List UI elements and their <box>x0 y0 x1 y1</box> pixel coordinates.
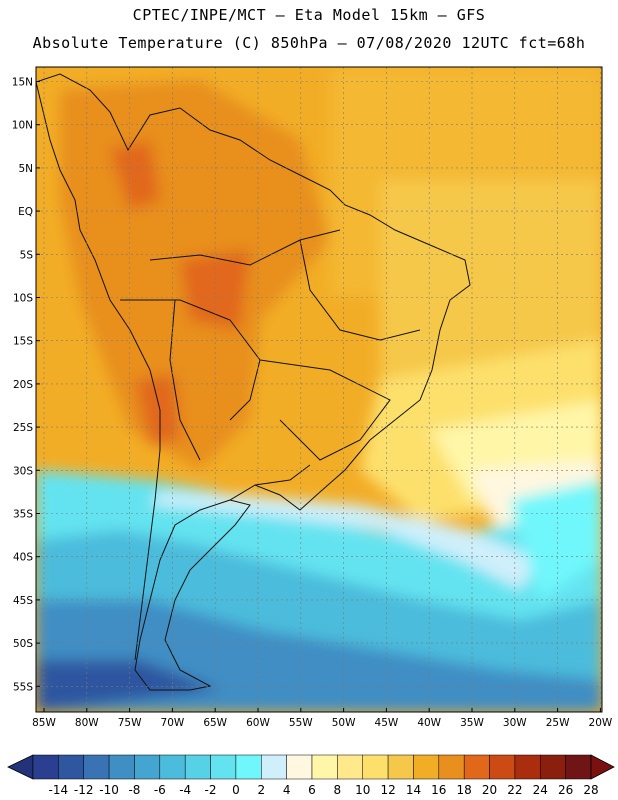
colorbar-swatch <box>134 754 161 780</box>
lon-label: 25W <box>546 717 570 729</box>
colorbar-label: -4 <box>179 783 191 797</box>
continent-outline <box>36 73 471 691</box>
lon-label: 65W <box>203 717 227 729</box>
temperature-field <box>36 67 602 712</box>
colorbar-swatch <box>489 754 516 780</box>
colorbar-label: 0 <box>232 783 240 797</box>
lon-label: 75W <box>118 717 142 729</box>
lat-label: 45S <box>13 595 33 607</box>
colorbar-high-arrow <box>590 754 615 780</box>
lat-label: 15S <box>13 336 33 348</box>
colorbar-swatch <box>362 754 389 780</box>
colorbar-swatch <box>286 754 313 780</box>
colorbar-swatch <box>311 754 338 780</box>
colorbar-swatch <box>261 754 287 780</box>
colorbar-label: 24 <box>533 783 548 797</box>
colorbar-swatch <box>83 754 110 780</box>
colorbar-swatch <box>514 754 541 780</box>
colorbar-swatch <box>210 754 237 780</box>
map-grid <box>36 67 602 712</box>
colorbar-swatch <box>108 754 135 780</box>
colorbar-label: -8 <box>128 783 140 797</box>
lon-label: 55W <box>289 717 313 729</box>
colorbar-label: -14 <box>49 783 69 797</box>
lat-label: EQ <box>18 206 33 218</box>
lat-label: 20S <box>13 379 33 391</box>
colorbar-label: 10 <box>355 783 370 797</box>
lon-label: 60W <box>246 717 270 729</box>
colorbar-swatch <box>565 754 592 780</box>
colorbar: -14 -12 -10 -8 -6 -4 -2 0 2 4 6 8 10 12 14 16 18 20 22 24 26… <box>7 754 615 797</box>
colorbar-swatch <box>235 754 262 780</box>
colorbar-label: 28 <box>583 783 598 797</box>
lat-label: 40S <box>13 552 33 564</box>
colorbar-low-arrow <box>7 754 34 780</box>
colorbar-label: -10 <box>99 783 119 797</box>
lat-label: 55S <box>13 681 33 693</box>
lon-label: 50W <box>332 717 356 729</box>
colorbar-label: -12 <box>74 783 94 797</box>
colorbar-label: 2 <box>257 783 265 797</box>
lon-label: 40W <box>417 717 441 729</box>
colorbar-label: 4 <box>283 783 291 797</box>
lat-label: 5N <box>18 163 33 175</box>
lat-label: 10N <box>12 120 33 132</box>
colorbar-label: 8 <box>334 783 342 797</box>
colorbar-swatch <box>387 754 414 780</box>
colorbar-label: 16 <box>431 783 446 797</box>
colorbar-label: -2 <box>205 783 217 797</box>
lat-label: 5S <box>20 249 34 261</box>
colorbar-label: 14 <box>406 783 421 797</box>
title-line-1: CPTEC/INPE/MCT – Eta Model 15km – GFS <box>132 6 486 24</box>
colorbar-swatch <box>540 754 566 780</box>
colorbar-swatch <box>463 754 490 780</box>
colorbar-label: -6 <box>154 783 166 797</box>
lat-label: 50S <box>13 638 33 650</box>
colorbar-swatch <box>32 754 59 780</box>
map-frame <box>35 66 603 713</box>
colorbar-swatch <box>184 754 211 780</box>
colorbar-label: 20 <box>482 783 497 797</box>
lat-label: 10S <box>13 293 33 305</box>
colorbar-label: 6 <box>308 783 316 797</box>
lat-label: 30S <box>13 465 33 477</box>
lon-label: 35W <box>460 717 484 729</box>
lon-label: 80W <box>75 717 99 729</box>
colorbar-swatch <box>438 754 465 780</box>
colorbar-swatch <box>58 754 84 780</box>
lat-label: 15N <box>12 77 33 89</box>
colorbar-swatch <box>413 754 440 780</box>
colorbar-label: 22 <box>507 783 522 797</box>
lon-label: 45W <box>375 717 399 729</box>
colorbar-label: 18 <box>457 783 472 797</box>
colorbar-label: 26 <box>558 783 573 797</box>
title-line-2: Absolute Temperature (C) 850hPa – 07/08/… <box>32 34 586 52</box>
lat-label: 25S <box>13 422 33 434</box>
lat-label: 35S <box>13 509 33 521</box>
colorbar-swatch <box>159 754 186 780</box>
lon-label: 85W <box>32 717 56 729</box>
colorbar-swatch <box>337 754 363 780</box>
lon-label: 30W <box>503 717 527 729</box>
lon-label: 70W <box>161 717 185 729</box>
lon-label: 20W <box>589 717 613 729</box>
colorbar-label: 12 <box>380 783 395 797</box>
